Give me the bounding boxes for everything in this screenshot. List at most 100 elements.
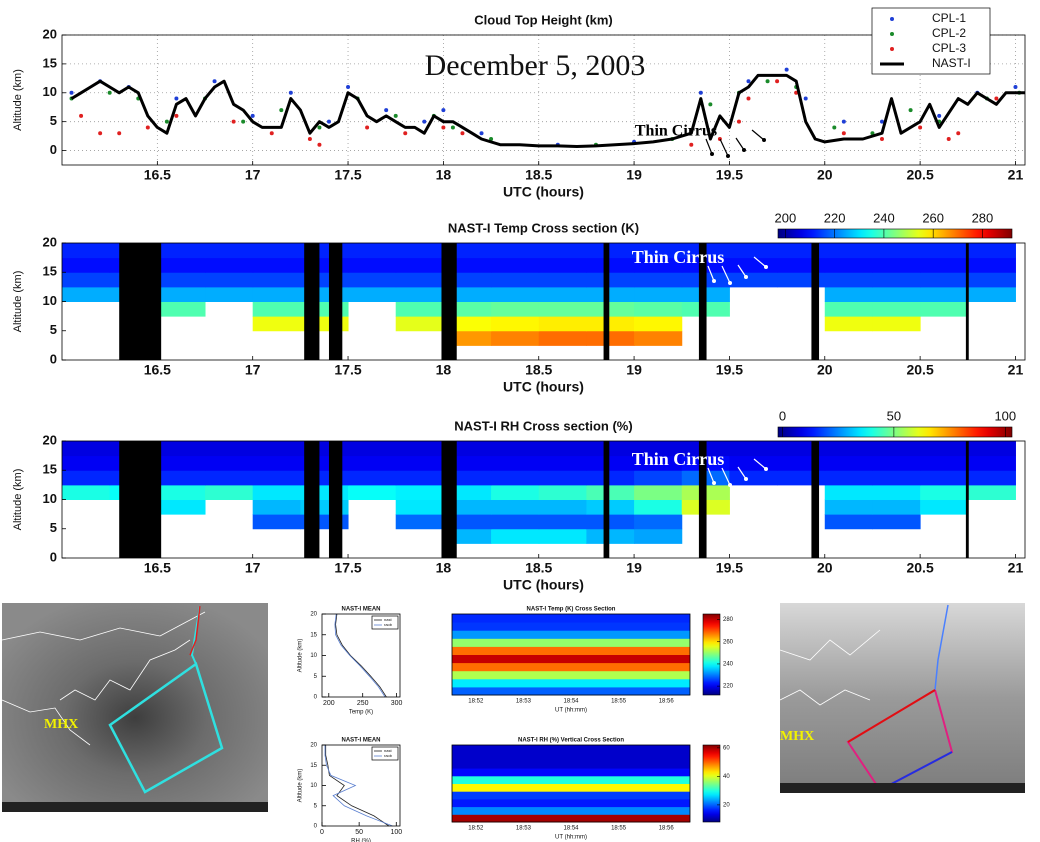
legend-marker — [890, 17, 894, 21]
y-tick-label: 10 — [310, 783, 317, 789]
y-tick-label: 10 — [43, 491, 57, 506]
heatmap-cell — [729, 455, 778, 471]
y-tick-label: 10 — [310, 653, 317, 659]
heatmap-cell — [872, 316, 921, 332]
plot-area — [334, 613, 387, 698]
x-tick-label: 18.5 — [525, 560, 552, 576]
heatmap-cell — [205, 243, 254, 259]
heatmap-cell — [395, 441, 444, 457]
heatmap-cell — [491, 316, 540, 332]
heatmap-cell — [824, 514, 873, 530]
heatmap-cell — [157, 484, 206, 500]
heatmap-cell — [157, 243, 206, 259]
data-point — [212, 79, 217, 84]
colorbar-tick-label: 220 — [824, 210, 846, 225]
heatmap-cell — [157, 286, 206, 302]
data-point — [450, 125, 455, 130]
heatmap-cell — [824, 316, 873, 332]
legend-marker — [890, 47, 894, 51]
heatmap-cell — [205, 455, 254, 471]
heatmap-cell — [205, 286, 254, 302]
heatmap-cell — [872, 455, 921, 471]
heatmap-cell — [538, 455, 587, 471]
heatmap-cell — [348, 484, 397, 500]
data-point — [870, 131, 875, 136]
heatmap-cell — [538, 470, 587, 486]
plot-frame — [61, 34, 1026, 166]
heatmap-cell — [634, 455, 683, 471]
chart-title: NAST-I MEAN — [342, 738, 381, 744]
data-point — [946, 137, 951, 141]
x-axis-label: RH (%) — [351, 839, 371, 842]
colorbar — [702, 613, 721, 696]
x-tick-label: 17 — [245, 167, 261, 183]
data-gap — [811, 441, 820, 558]
heatmap-cell — [967, 441, 1016, 457]
profile-line — [335, 613, 387, 698]
x-tick-label: 18:52 — [468, 699, 484, 705]
heatmap-cell — [538, 441, 587, 457]
heatmap-cell — [967, 470, 1016, 486]
colorbar-tick-label: 260 — [723, 639, 734, 645]
x-axis-label: Temp (K) — [349, 710, 373, 716]
chart-panel: NAST-I RH Cross section (%) UTC (hours) Al… — [12, 408, 1026, 593]
annotation-arrow — [751, 129, 765, 141]
x-tick-label: 18.5 — [525, 167, 552, 183]
colorbar-tick-label: 280 — [723, 617, 734, 623]
y-tick-label: 0 — [314, 824, 318, 830]
data-gap — [965, 441, 969, 558]
heatmap-cell — [872, 499, 921, 515]
heatmap-cell — [395, 514, 444, 530]
data-point — [746, 96, 751, 101]
data-gap — [698, 243, 707, 360]
colorbar-tick-label: 60 — [723, 745, 730, 751]
data-point — [803, 96, 808, 101]
heatmap-cell — [252, 243, 301, 259]
plot-area — [324, 745, 393, 827]
y-tick-label: 5 — [50, 322, 57, 337]
heatmap-cell — [634, 499, 683, 515]
data-point — [775, 79, 780, 84]
heatmap-band — [452, 654, 690, 664]
heatmap-cell — [729, 257, 778, 273]
heatmap-cell — [824, 243, 873, 259]
plot-frame — [61, 440, 1026, 559]
heatmap-cell — [491, 441, 540, 457]
heatmap-band — [452, 678, 690, 688]
x-tick-label: 50 — [355, 829, 363, 836]
annotation-arrowhead — [764, 265, 768, 269]
heatmap-cell — [872, 243, 921, 259]
heatmap-cell — [634, 301, 683, 317]
heatmap-cell — [634, 470, 683, 486]
heatmap-cell — [586, 316, 635, 332]
heatmap-cell — [729, 243, 778, 259]
heatmap-cell — [538, 528, 587, 544]
annotation-arrow — [721, 265, 731, 284]
x-tick-label: 17 — [245, 560, 261, 576]
legend-label: nast — [384, 617, 392, 622]
x-tick-label: 20 — [817, 167, 833, 183]
data-point — [489, 137, 494, 141]
x-tick-label: 19.5 — [716, 560, 743, 576]
heatmap-cell — [634, 316, 683, 332]
data-point — [879, 137, 884, 141]
data-gap — [441, 243, 457, 360]
y-tick-label: 20 — [43, 432, 57, 447]
chart-panel: NAST-I RH (%) Vertical Cross Section UT (… — [451, 738, 730, 841]
heatmap-cell — [395, 243, 444, 259]
heatmap-cell — [395, 272, 444, 288]
heatmap-cell — [634, 528, 683, 544]
profile-line — [324, 745, 393, 827]
heatmap-cell — [872, 286, 921, 302]
y-tick-label: 20 — [43, 234, 57, 249]
x-tick-label: 21 — [1008, 560, 1024, 576]
heatmap-cell — [157, 301, 206, 317]
colorbar-tick-label: 240 — [723, 662, 734, 668]
heatmap-cell — [920, 272, 969, 288]
annotation-arrowhead — [742, 148, 746, 152]
heatmap-cell — [586, 499, 635, 515]
data-point — [241, 119, 246, 124]
heatmap-cell — [157, 272, 206, 288]
heatmap-cell — [920, 484, 969, 500]
heatmap-cell — [395, 301, 444, 317]
